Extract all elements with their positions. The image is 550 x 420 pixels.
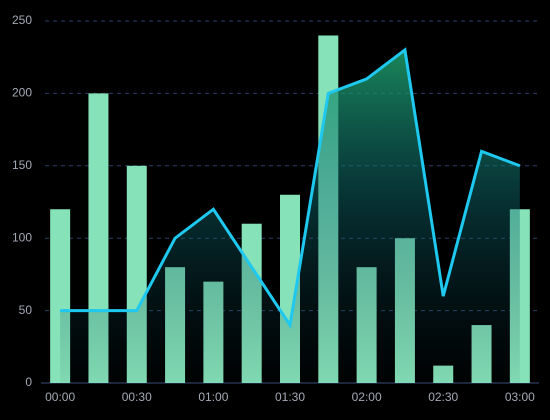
x-tick-label: 03:00 [505, 390, 535, 404]
line-area [60, 49, 520, 384]
x-tick-label: 01:30 [275, 390, 305, 404]
x-tick-label: 00:30 [122, 390, 152, 404]
x-tick-label: 02:30 [428, 390, 458, 404]
line [60, 47, 521, 330]
x-tick-label: 00:00 [45, 390, 75, 404]
y-tick-label: 200 [12, 86, 32, 100]
y-tick-label: 150 [12, 158, 32, 172]
y-tick-label: 0 [25, 375, 32, 389]
x-tick-label: 02:00 [352, 390, 382, 404]
y-tick-label: 100 [12, 230, 32, 244]
x-tick-label: 01:00 [198, 390, 228, 404]
y-tick-label: 50 [19, 303, 33, 317]
y-tick-label: 250 [12, 13, 32, 27]
